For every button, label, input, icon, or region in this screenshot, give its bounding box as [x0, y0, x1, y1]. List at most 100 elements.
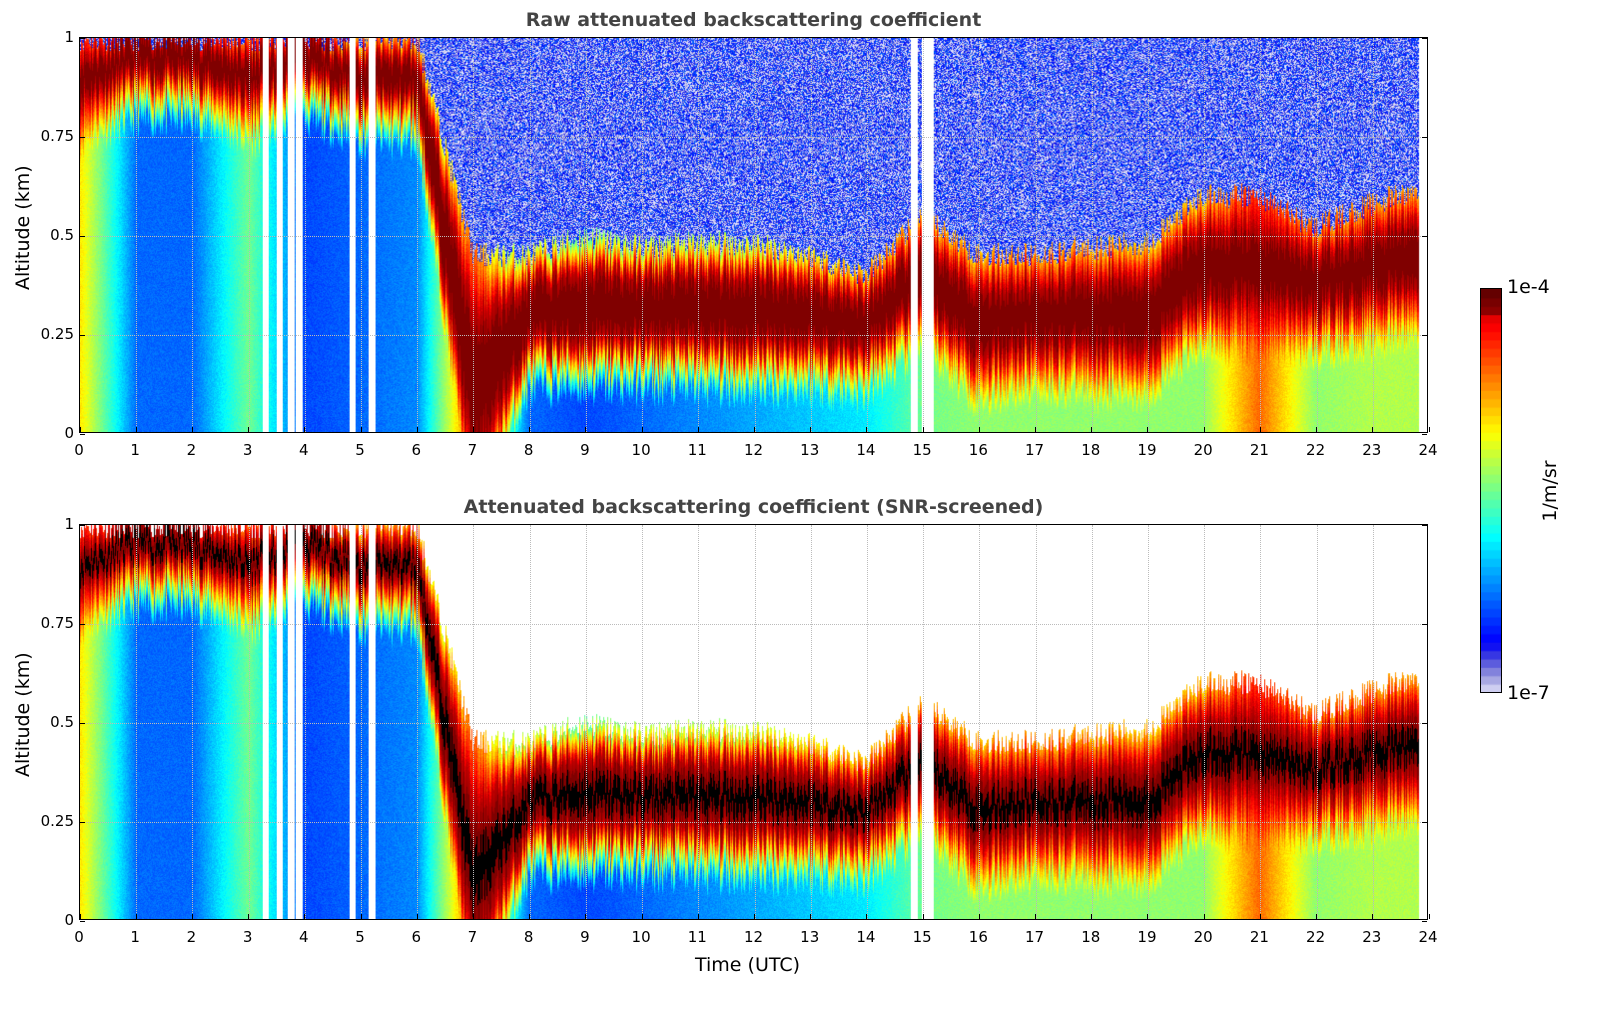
x-tick-label: 24 [1418, 441, 1438, 459]
x-tick-label: 7 [467, 441, 478, 459]
x-gridline [136, 38, 138, 432]
x-gridline [473, 38, 475, 432]
y-tick-label: 1 [64, 515, 74, 533]
x-tick [810, 427, 812, 432]
x-tick [866, 427, 868, 432]
x-tick [641, 427, 643, 432]
y-tick [80, 334, 85, 336]
x-tick-label: 22 [1306, 441, 1326, 459]
x-tick [1428, 914, 1430, 919]
x-tick-label: 1 [130, 441, 140, 459]
y-tick [1422, 37, 1427, 39]
y-tick [1422, 821, 1427, 823]
y-gridline [80, 822, 1427, 823]
x-gridline [136, 525, 138, 919]
x-tick [1372, 914, 1374, 919]
x-tick [135, 427, 137, 432]
x-gridline [923, 38, 925, 432]
x-tick-label: 21 [1249, 928, 1269, 946]
raw-backscatter-heatmap [79, 37, 1430, 435]
x-tick [754, 427, 755, 432]
x-tick-label: 12 [743, 928, 764, 946]
y-tick [80, 37, 85, 39]
y-tick-label: 0.5 [50, 226, 74, 244]
chart-title-screened: Attenuated backscattering coefficient (S… [463, 496, 1044, 518]
x-gridline [642, 525, 644, 919]
y-tick [1422, 524, 1427, 526]
colorbar-unit-label: 1/m/sr [1539, 460, 1561, 522]
x-tick-label: 5 [355, 928, 365, 946]
x-tick [978, 914, 980, 919]
x-gridline [1316, 38, 1318, 432]
x-gridline [1260, 38, 1262, 432]
x-tick [978, 427, 980, 432]
y-tick [1422, 920, 1427, 922]
x-tick-label: 3 [242, 441, 253, 459]
x-tick-label: 19 [1137, 441, 1157, 459]
x-gridline [192, 525, 194, 919]
y-tick-label: 0.25 [40, 325, 74, 343]
x-tick [1203, 914, 1205, 919]
x-tick-label: 24 [1418, 928, 1438, 946]
x-tick [248, 427, 250, 432]
x-tick-label: 14 [856, 928, 876, 946]
y-tick [80, 136, 85, 138]
x-tick [472, 914, 474, 919]
y-gridline [80, 624, 1427, 625]
x-gridline [417, 38, 419, 432]
x-gridline [248, 38, 250, 432]
x-gridline [698, 525, 700, 919]
x-gridline [1147, 525, 1149, 919]
x-tick [585, 427, 587, 432]
heatmap-canvas [80, 38, 1427, 432]
y-tick [80, 235, 85, 237]
x-gridline [866, 38, 868, 432]
x-gridline [1316, 525, 1318, 919]
x-gridline [810, 38, 812, 432]
x-tick [79, 914, 81, 919]
y-axis-label: Altitude (km) [12, 652, 34, 777]
x-tick [1316, 427, 1318, 432]
x-tick-label: 18 [1081, 441, 1101, 459]
screened-backscatter-heatmap [79, 524, 1430, 922]
x-tick [697, 427, 699, 432]
x-tick-label: 17 [1024, 441, 1045, 459]
x-gridline [1091, 525, 1093, 919]
x-gridline [642, 38, 644, 432]
x-gridline [1372, 38, 1374, 432]
y-gridline [80, 335, 1427, 336]
x-gridline [1260, 525, 1262, 919]
x-tick-label: 23 [1362, 928, 1382, 946]
x-gridline [1147, 38, 1149, 432]
x-gridline [1091, 38, 1093, 432]
x-tick-label: 0 [74, 441, 84, 459]
x-tick-label: 23 [1362, 441, 1382, 459]
x-tick [304, 427, 306, 432]
x-tick [1259, 427, 1261, 432]
x-tick [1091, 914, 1093, 919]
x-gridline [248, 525, 250, 919]
x-gridline [473, 525, 475, 919]
x-tick [248, 914, 250, 919]
x-tick [79, 427, 81, 432]
x-tick-label: 20 [1193, 441, 1213, 459]
x-tick-label: 3 [242, 928, 253, 946]
x-tick-label: 11 [687, 441, 707, 459]
x-tick-label: 2 [186, 928, 197, 946]
x-tick-label: 15 [912, 928, 932, 946]
x-tick-label: 13 [800, 441, 820, 459]
y-tick [1422, 235, 1427, 237]
y-tick [1422, 722, 1427, 724]
y-gridline [80, 723, 1427, 724]
y-tick [1422, 334, 1427, 336]
x-tick-label: 12 [743, 441, 764, 459]
x-gridline [585, 38, 587, 432]
x-gridline [979, 525, 981, 919]
x-gridline [304, 525, 306, 919]
x-gridline [304, 38, 306, 432]
y-tick-label: 0.5 [50, 713, 74, 731]
x-gridline [1035, 38, 1037, 432]
y-tick [80, 722, 85, 724]
x-tick-label: 18 [1081, 928, 1101, 946]
x-tick [191, 427, 193, 432]
